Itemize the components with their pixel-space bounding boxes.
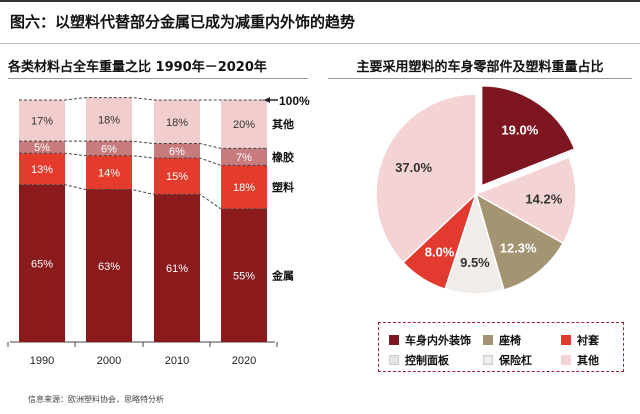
x-tick-label: 2020: [232, 355, 256, 367]
legend-item-seat: 座椅: [483, 332, 521, 348]
x-tick-label: 2010: [165, 355, 189, 367]
legend-label: 其他: [577, 354, 599, 367]
legend-label: 车身内外装饰: [405, 334, 471, 347]
bar-data-label: 6%: [169, 146, 185, 158]
bar-chart-title: 各类材料占全车重量之比 1990年－2020年: [8, 56, 308, 79]
bar-data-label: 14%: [98, 168, 120, 180]
legend-swatch: [389, 355, 399, 365]
legend-item-upholstery: 衬套: [561, 332, 599, 348]
bar-data-label: 18%: [166, 117, 188, 129]
legend-swatch: [483, 355, 493, 365]
legend-swatch: [561, 355, 571, 365]
series-name-label: 金属: [271, 268, 294, 282]
series-name-label: 橡胶: [272, 150, 294, 164]
bar-segment-其他: [221, 100, 267, 149]
legend-label: 保险杠: [499, 354, 532, 367]
bar-segment-塑料: [19, 153, 65, 185]
bar-data-label: 5%: [34, 142, 50, 154]
legend-item-interior: 车身内外装饰: [389, 332, 471, 348]
series-name-label: 其他: [272, 117, 294, 131]
legend-label: 衬套: [577, 334, 599, 347]
legend-swatch: [389, 335, 399, 345]
bar-segment-橡胶: [19, 141, 65, 154]
pie-data-label: 12.3%: [500, 240, 537, 255]
stacked-bar-chart: 65% 13% 5% 17% 1990 63% 14% 6% 18% 2000 61% 15% 6% 18…: [7, 94, 310, 367]
bar-data-label: 13%: [31, 164, 53, 176]
legend-swatch: [483, 335, 493, 345]
bar-segment-橡胶: [154, 143, 200, 159]
bar-segment-塑料: [86, 155, 132, 190]
legend-swatch: [561, 335, 571, 345]
bar-segment-金属: [19, 184, 65, 342]
bar-segment-金属: [86, 189, 132, 342]
legend-label: 座椅: [499, 334, 521, 347]
bar-data-label: 55%: [233, 270, 255, 282]
pie-data-label: 37.0%: [395, 160, 432, 175]
bar-segment-其他: [19, 100, 65, 142]
bar-segment-金属: [221, 208, 267, 342]
bar-data-label: 17%: [31, 116, 53, 128]
bar-segment-塑料: [221, 165, 267, 209]
source-note: 信息来源：欧洲塑料协会，思略特分析: [28, 395, 164, 404]
bar-segment-橡胶: [221, 148, 267, 166]
bar-data-label: 7%: [236, 152, 252, 164]
pie-slice-其他: [474, 156, 577, 245]
series-name-label: 塑料: [272, 180, 294, 194]
bar-data-label: 18%: [233, 182, 255, 194]
legend-item-other: 其他: [561, 352, 599, 368]
pie-data-label: 8.0%: [425, 244, 455, 259]
total-label: 100%: [279, 94, 310, 108]
pie-slice-座椅: [474, 192, 565, 291]
bar-segment-橡胶: [86, 141, 132, 156]
total-arrow-head: [264, 97, 270, 103]
legend-label: 控制面板: [405, 354, 449, 367]
series-connector-line: [19, 140, 267, 149]
pie-slice-控制面板: [375, 93, 477, 264]
figure-title: 图六：以塑料代替部分金属已成为减重内外饰的趋势: [0, 0, 640, 44]
bar-data-label: 15%: [166, 171, 188, 183]
pie-data-label: 9.5%: [460, 255, 490, 270]
bar-data-label: 18%: [98, 114, 120, 126]
series-connector-line: [19, 184, 267, 210]
series-connector-line: [19, 152, 267, 166]
bar-segment-其他: [86, 97, 132, 142]
pie-slice-车身内外装饰: [480, 84, 576, 187]
bar-data-label: 20%: [233, 119, 255, 131]
bar-data-label: 6%: [101, 143, 117, 155]
bar-data-label: 65%: [31, 258, 53, 270]
pie-data-label: 14.2%: [525, 192, 562, 207]
bar-segment-塑料: [154, 158, 200, 195]
pie-legend: 车身内外装饰 座椅 衬套 控制面板 保险杠 其他: [378, 322, 624, 372]
pie-chart: 19.0% 14.2% 12.3% 9.5% 8.0% 37.0%: [375, 84, 577, 295]
x-tick-label: 1990: [30, 355, 54, 367]
pie-chart-title: 主要采用塑料的车身零部件及塑料重量占比: [328, 56, 632, 79]
bar-segment-金属: [154, 194, 200, 342]
bar-segment-其他: [154, 100, 200, 144]
x-tick-label: 2000: [97, 355, 121, 367]
legend-item-bumper: 保险杠: [483, 352, 532, 368]
bar-data-label: 63%: [98, 261, 120, 273]
legend-item-dashboard: 控制面板: [389, 352, 449, 368]
pie-data-label: 19.0%: [501, 122, 538, 137]
bar-data-label: 61%: [166, 263, 188, 275]
series-connector-line: [19, 97, 267, 101]
